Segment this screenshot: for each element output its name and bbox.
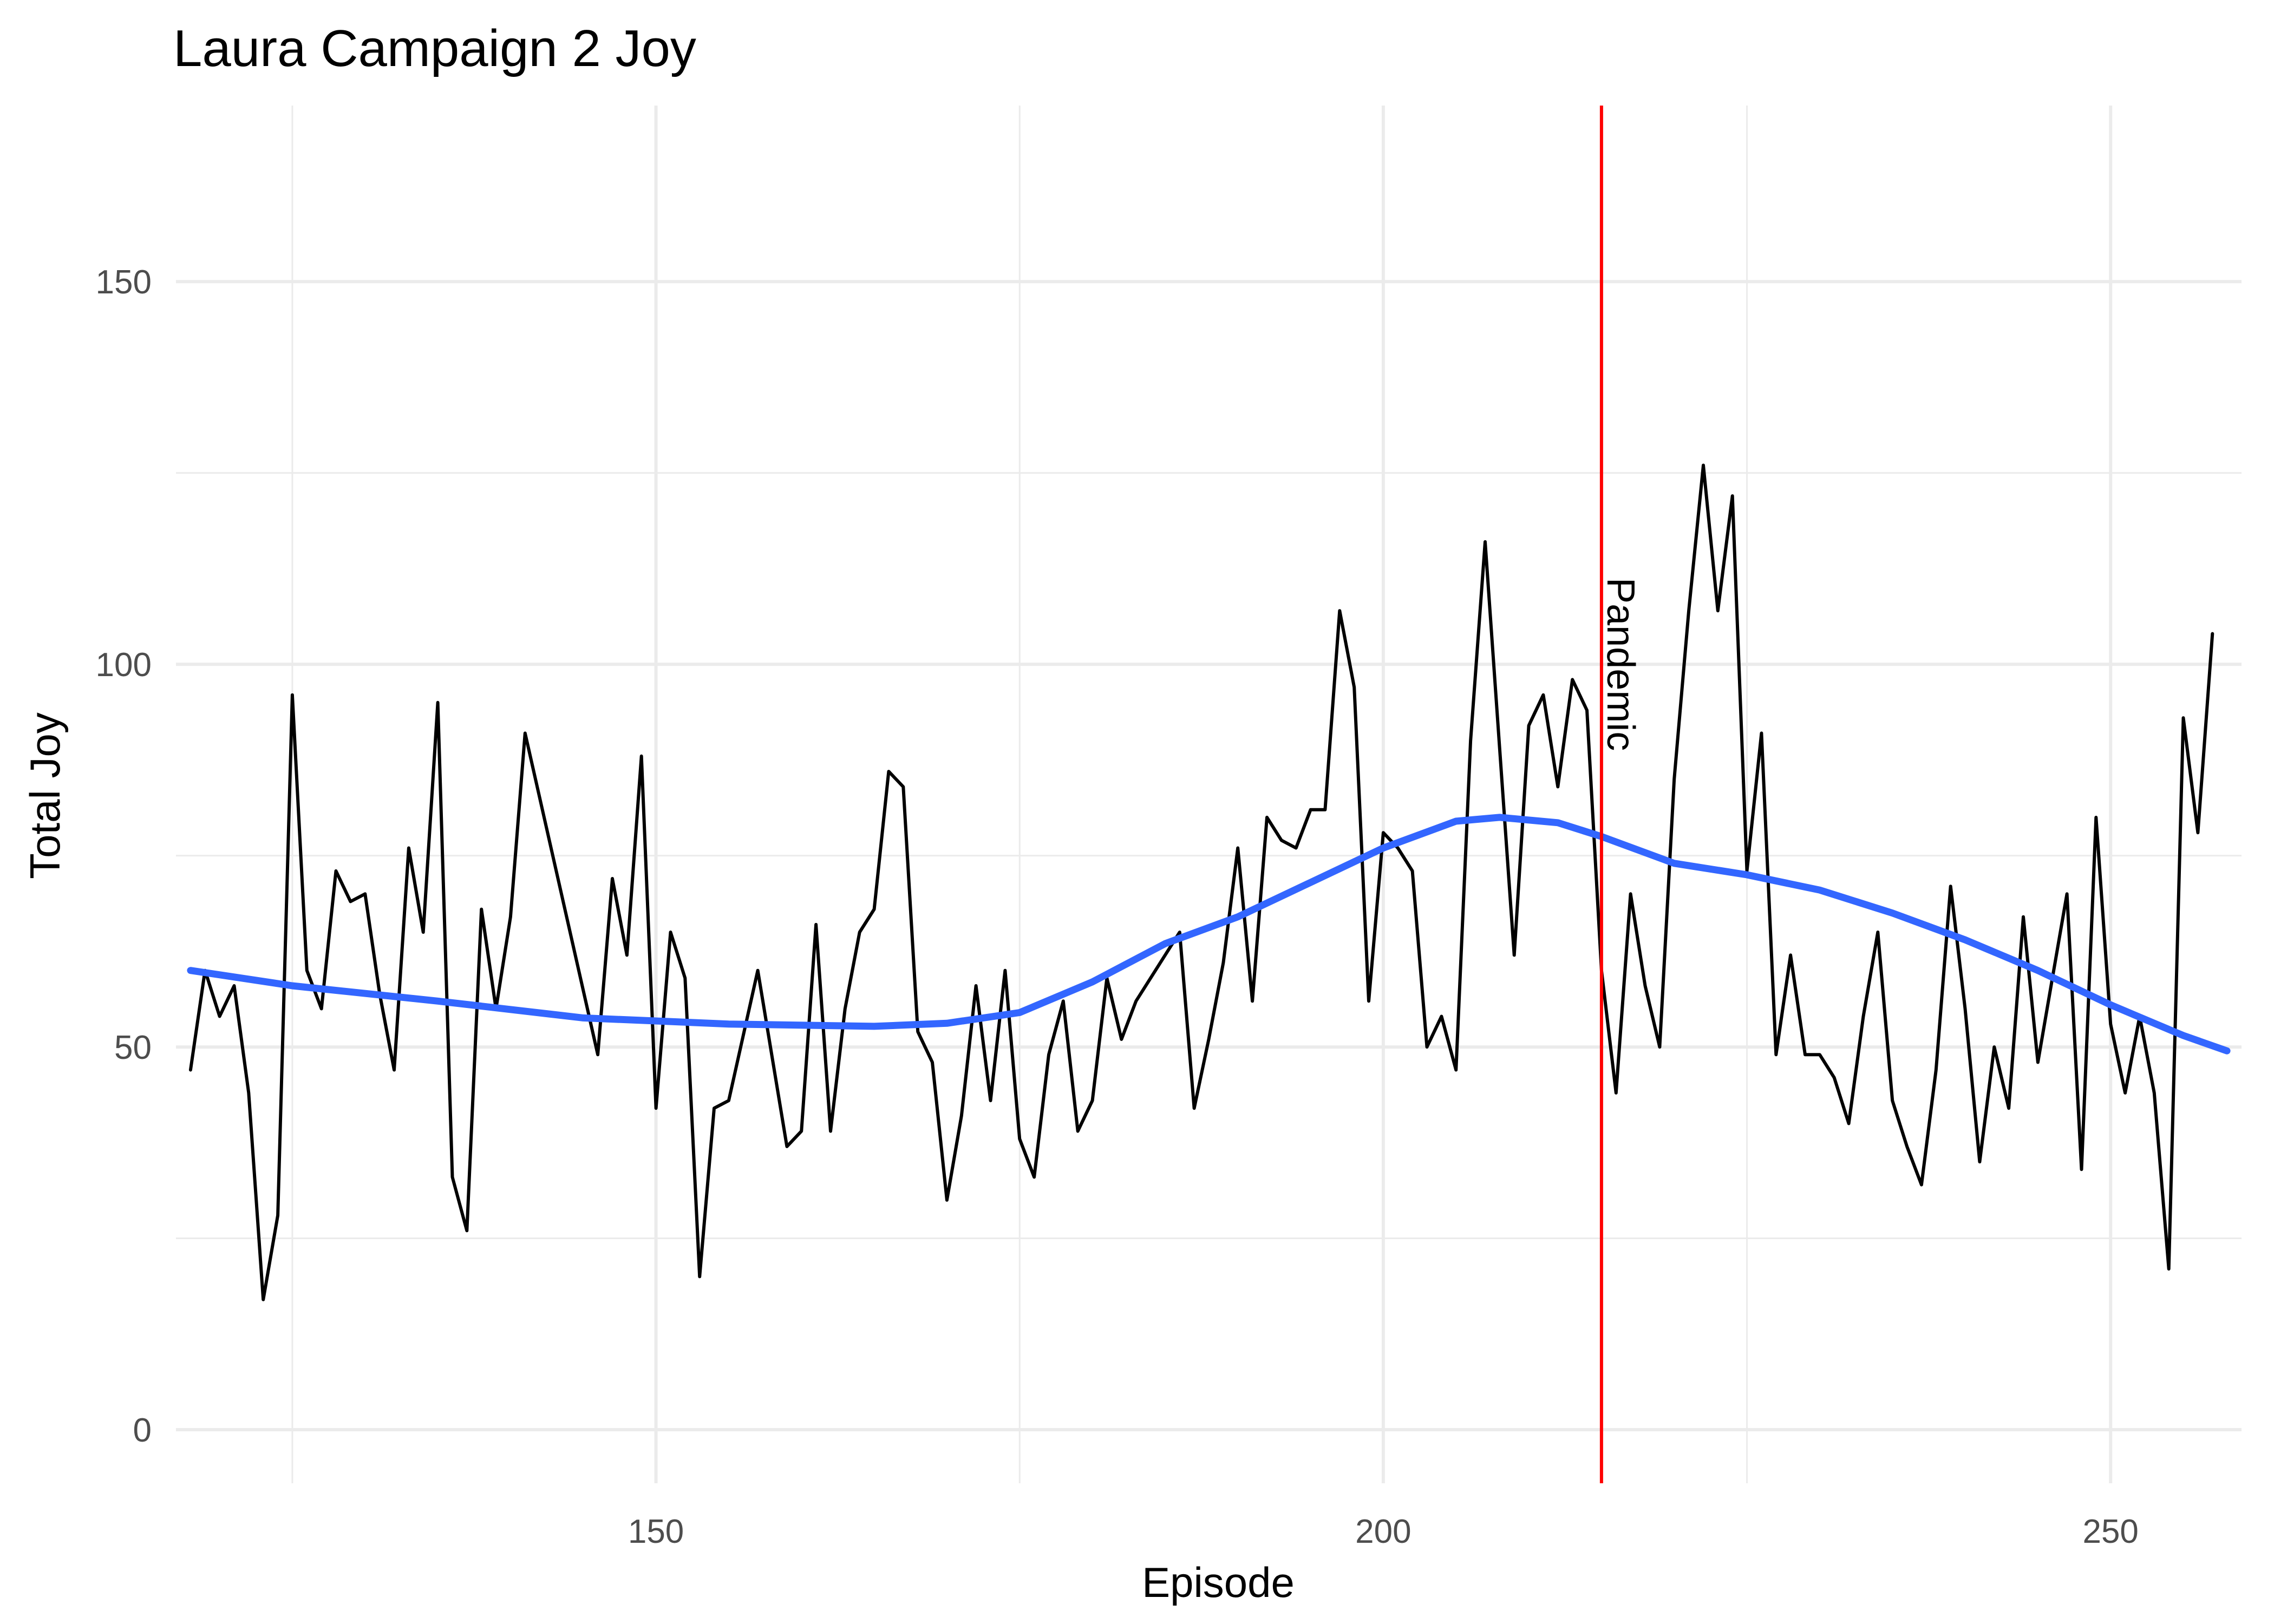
chart-title: Laura Campaign 2 Joy [173, 19, 696, 77]
y-tick-label: 150 [96, 264, 152, 301]
annotation-layer: Pandemic [1599, 106, 1642, 1483]
y-tick-label: 0 [133, 1412, 152, 1449]
x-axis-title: Episode [1142, 1558, 1295, 1606]
minor-grid [176, 106, 2242, 1483]
joy-series-line [188, 463, 2214, 1301]
x-tick-label: 150 [628, 1513, 684, 1550]
smooth-trend-line [187, 814, 2231, 1055]
major-grid [176, 106, 2242, 1483]
x-tick-label: 200 [1355, 1513, 1411, 1550]
tick-labels: 150 200 250 0 50 100 150 [96, 264, 2139, 1550]
y-axis-title: Total Joy [21, 712, 69, 879]
y-tick-label: 50 [114, 1029, 152, 1066]
x-tick-label: 250 [2082, 1513, 2138, 1550]
y-tick-label: 100 [96, 646, 152, 684]
series-layer [187, 463, 2231, 1301]
pandemic-label: Pandemic [1599, 578, 1642, 751]
